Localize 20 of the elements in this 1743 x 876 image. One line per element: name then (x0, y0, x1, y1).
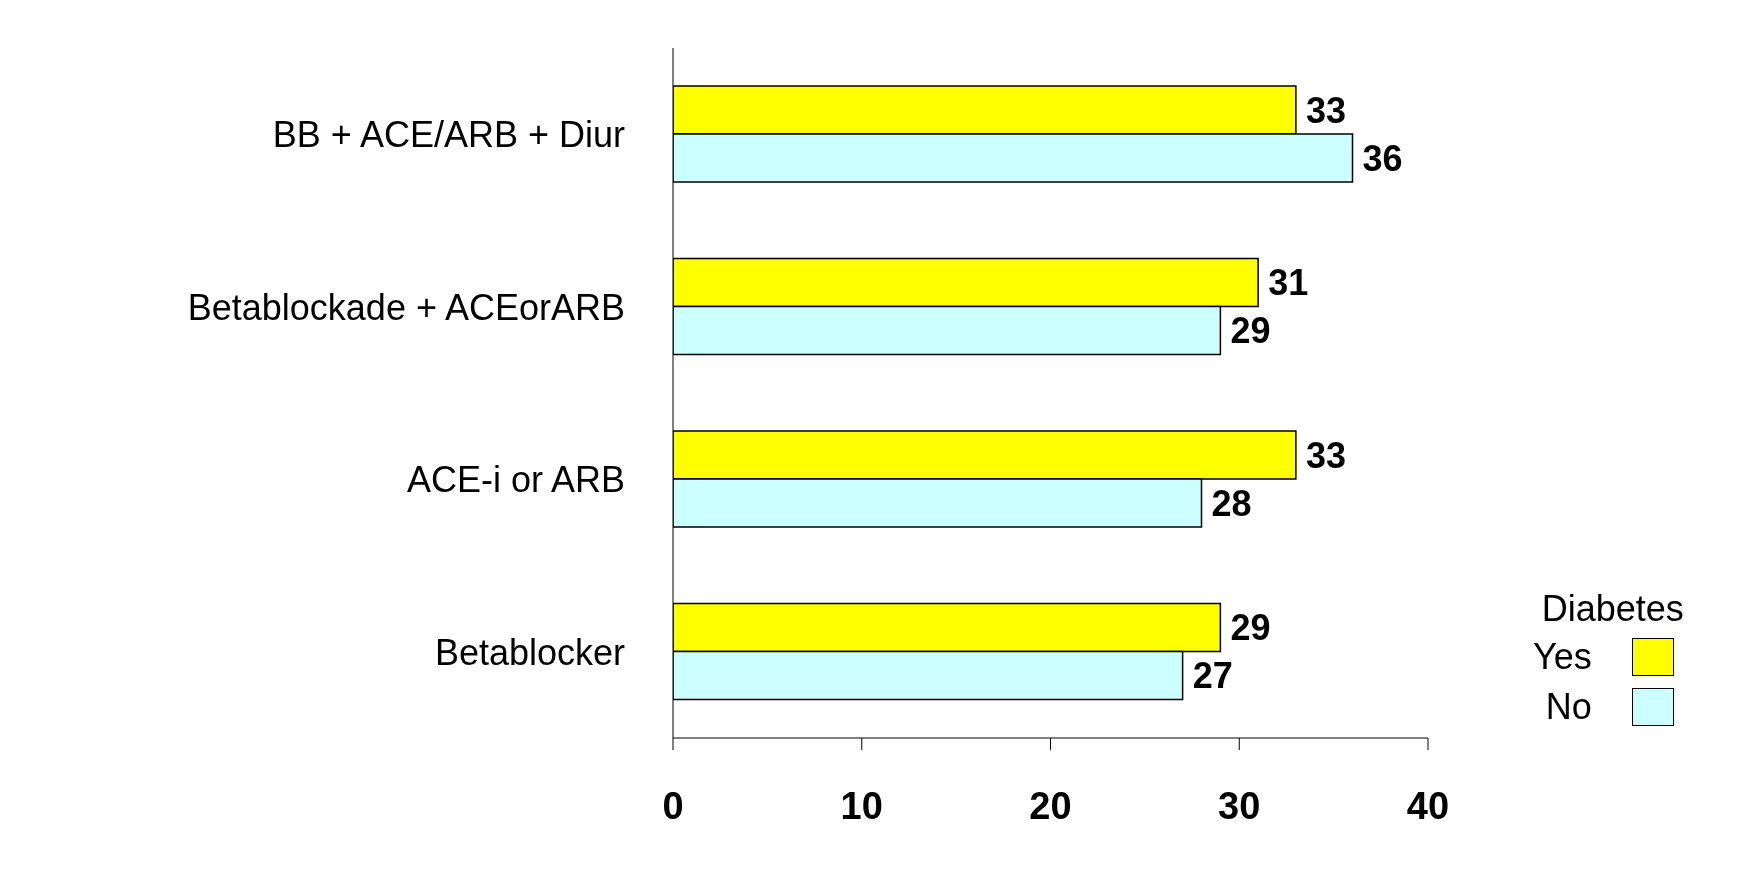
legend-label: Yes (1533, 636, 1592, 678)
y-tick-label: ACE-i or ARB (406, 459, 625, 501)
data-label: 28 (1211, 482, 1252, 524)
data-label: 33 (1305, 89, 1346, 131)
x-tick-label: 10 (840, 784, 883, 827)
y-tick-label: BB + ACE/ARB + Diur (272, 114, 625, 156)
x-tick-label: 40 (1406, 784, 1450, 827)
x-tick-label: 30 (1218, 784, 1261, 827)
x-tick-label: 20 (1029, 784, 1072, 827)
x-tick-label: 0 (662, 784, 684, 827)
data-label: 27 (1192, 655, 1233, 697)
data-label: 31 (1268, 262, 1309, 304)
data-label: 29 (1230, 310, 1271, 352)
data-label: 29 (1230, 607, 1271, 649)
data-label: 33 (1305, 434, 1346, 476)
y-tick-label: Betablocker (434, 631, 626, 673)
y-tick-label: Betablockade + ACEorARB (187, 286, 625, 328)
legend-title: Diabetes (1540, 588, 1684, 630)
legend-label: No (1545, 686, 1592, 728)
data-label: 36 (1362, 137, 1403, 179)
